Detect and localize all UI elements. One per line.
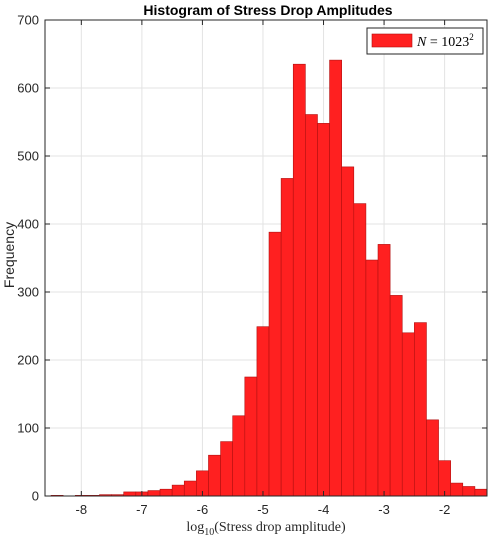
legend-label-equals: = [426, 35, 441, 50]
histogram-bar [341, 166, 355, 497]
x-tick-label: -7 [136, 502, 148, 517]
histogram-bar [123, 491, 137, 497]
legend-label-exponent: 2 [469, 32, 474, 42]
y-tick-label: 400 [17, 217, 39, 232]
x-axis-label-text: (Stress drop amplitude) [214, 520, 346, 535]
histogram-bar [220, 441, 233, 497]
histogram-bar [183, 480, 197, 497]
x-axis-label: log10(Stress drop amplitude) [186, 520, 346, 538]
legend: N = 10232 [366, 27, 484, 55]
bars [50, 59, 488, 497]
y-tick-label: 100 [17, 421, 39, 436]
histogram-bar [377, 244, 391, 497]
histogram-bar [268, 231, 282, 497]
y-tick-label: 700 [17, 13, 39, 28]
y-axis-label: Frequency [1, 222, 17, 288]
legend-label-n: N [416, 35, 427, 50]
y-tick-label: 200 [17, 353, 39, 368]
x-tick-label: -8 [76, 502, 88, 517]
histogram-bar [389, 295, 403, 497]
legend-label: N = 10232 [416, 32, 474, 50]
ticks [45, 19, 487, 497]
y-tick-label: 0 [32, 489, 39, 504]
histogram-bar [474, 488, 488, 497]
histogram-bar [147, 490, 161, 497]
histogram-bar [292, 63, 306, 497]
histogram-bar [353, 203, 367, 497]
y-tick-label: 600 [17, 81, 39, 96]
histogram-bar [232, 415, 246, 497]
y-tick-labels: 0 100 200 300 400 500 600 700 [17, 13, 39, 504]
histogram-bar [244, 376, 258, 497]
x-axis-label-log: log [186, 520, 204, 535]
histogram-bar [280, 178, 294, 497]
x-tick-label: -5 [257, 502, 269, 517]
x-tick-label: -6 [197, 502, 209, 517]
histogram-bar [426, 419, 439, 497]
x-tick-label: -2 [439, 502, 451, 517]
legend-swatch [371, 33, 413, 48]
y-tick-label: 500 [17, 149, 39, 164]
histogram-bar [305, 114, 318, 497]
y-tick-label: 300 [17, 285, 39, 300]
histogram-bar [256, 326, 270, 497]
x-tick-labels: -8 -7 -6 -5 -4 -3 -2 [76, 502, 451, 517]
histogram-bar [450, 482, 464, 497]
histogram-bar [171, 484, 185, 497]
histogram-bar [438, 460, 451, 497]
histogram-bar [317, 123, 330, 497]
histogram-bar [414, 322, 427, 497]
axes-box [44, 19, 488, 497]
x-tick-label: -4 [318, 502, 330, 517]
legend-label-base: 1023 [441, 35, 469, 50]
chart-title: Histogram of Stress Drop Amplitudes [143, 2, 392, 18]
histogram-bar [329, 59, 342, 497]
histogram-bar [401, 332, 415, 497]
histogram-bar [208, 454, 221, 497]
x-tick-label: -3 [378, 502, 390, 517]
x-axis-label-subscript: 10 [204, 527, 214, 538]
histogram-bar [365, 259, 379, 497]
histogram-bar [159, 488, 173, 497]
histogram-bar [462, 486, 476, 497]
